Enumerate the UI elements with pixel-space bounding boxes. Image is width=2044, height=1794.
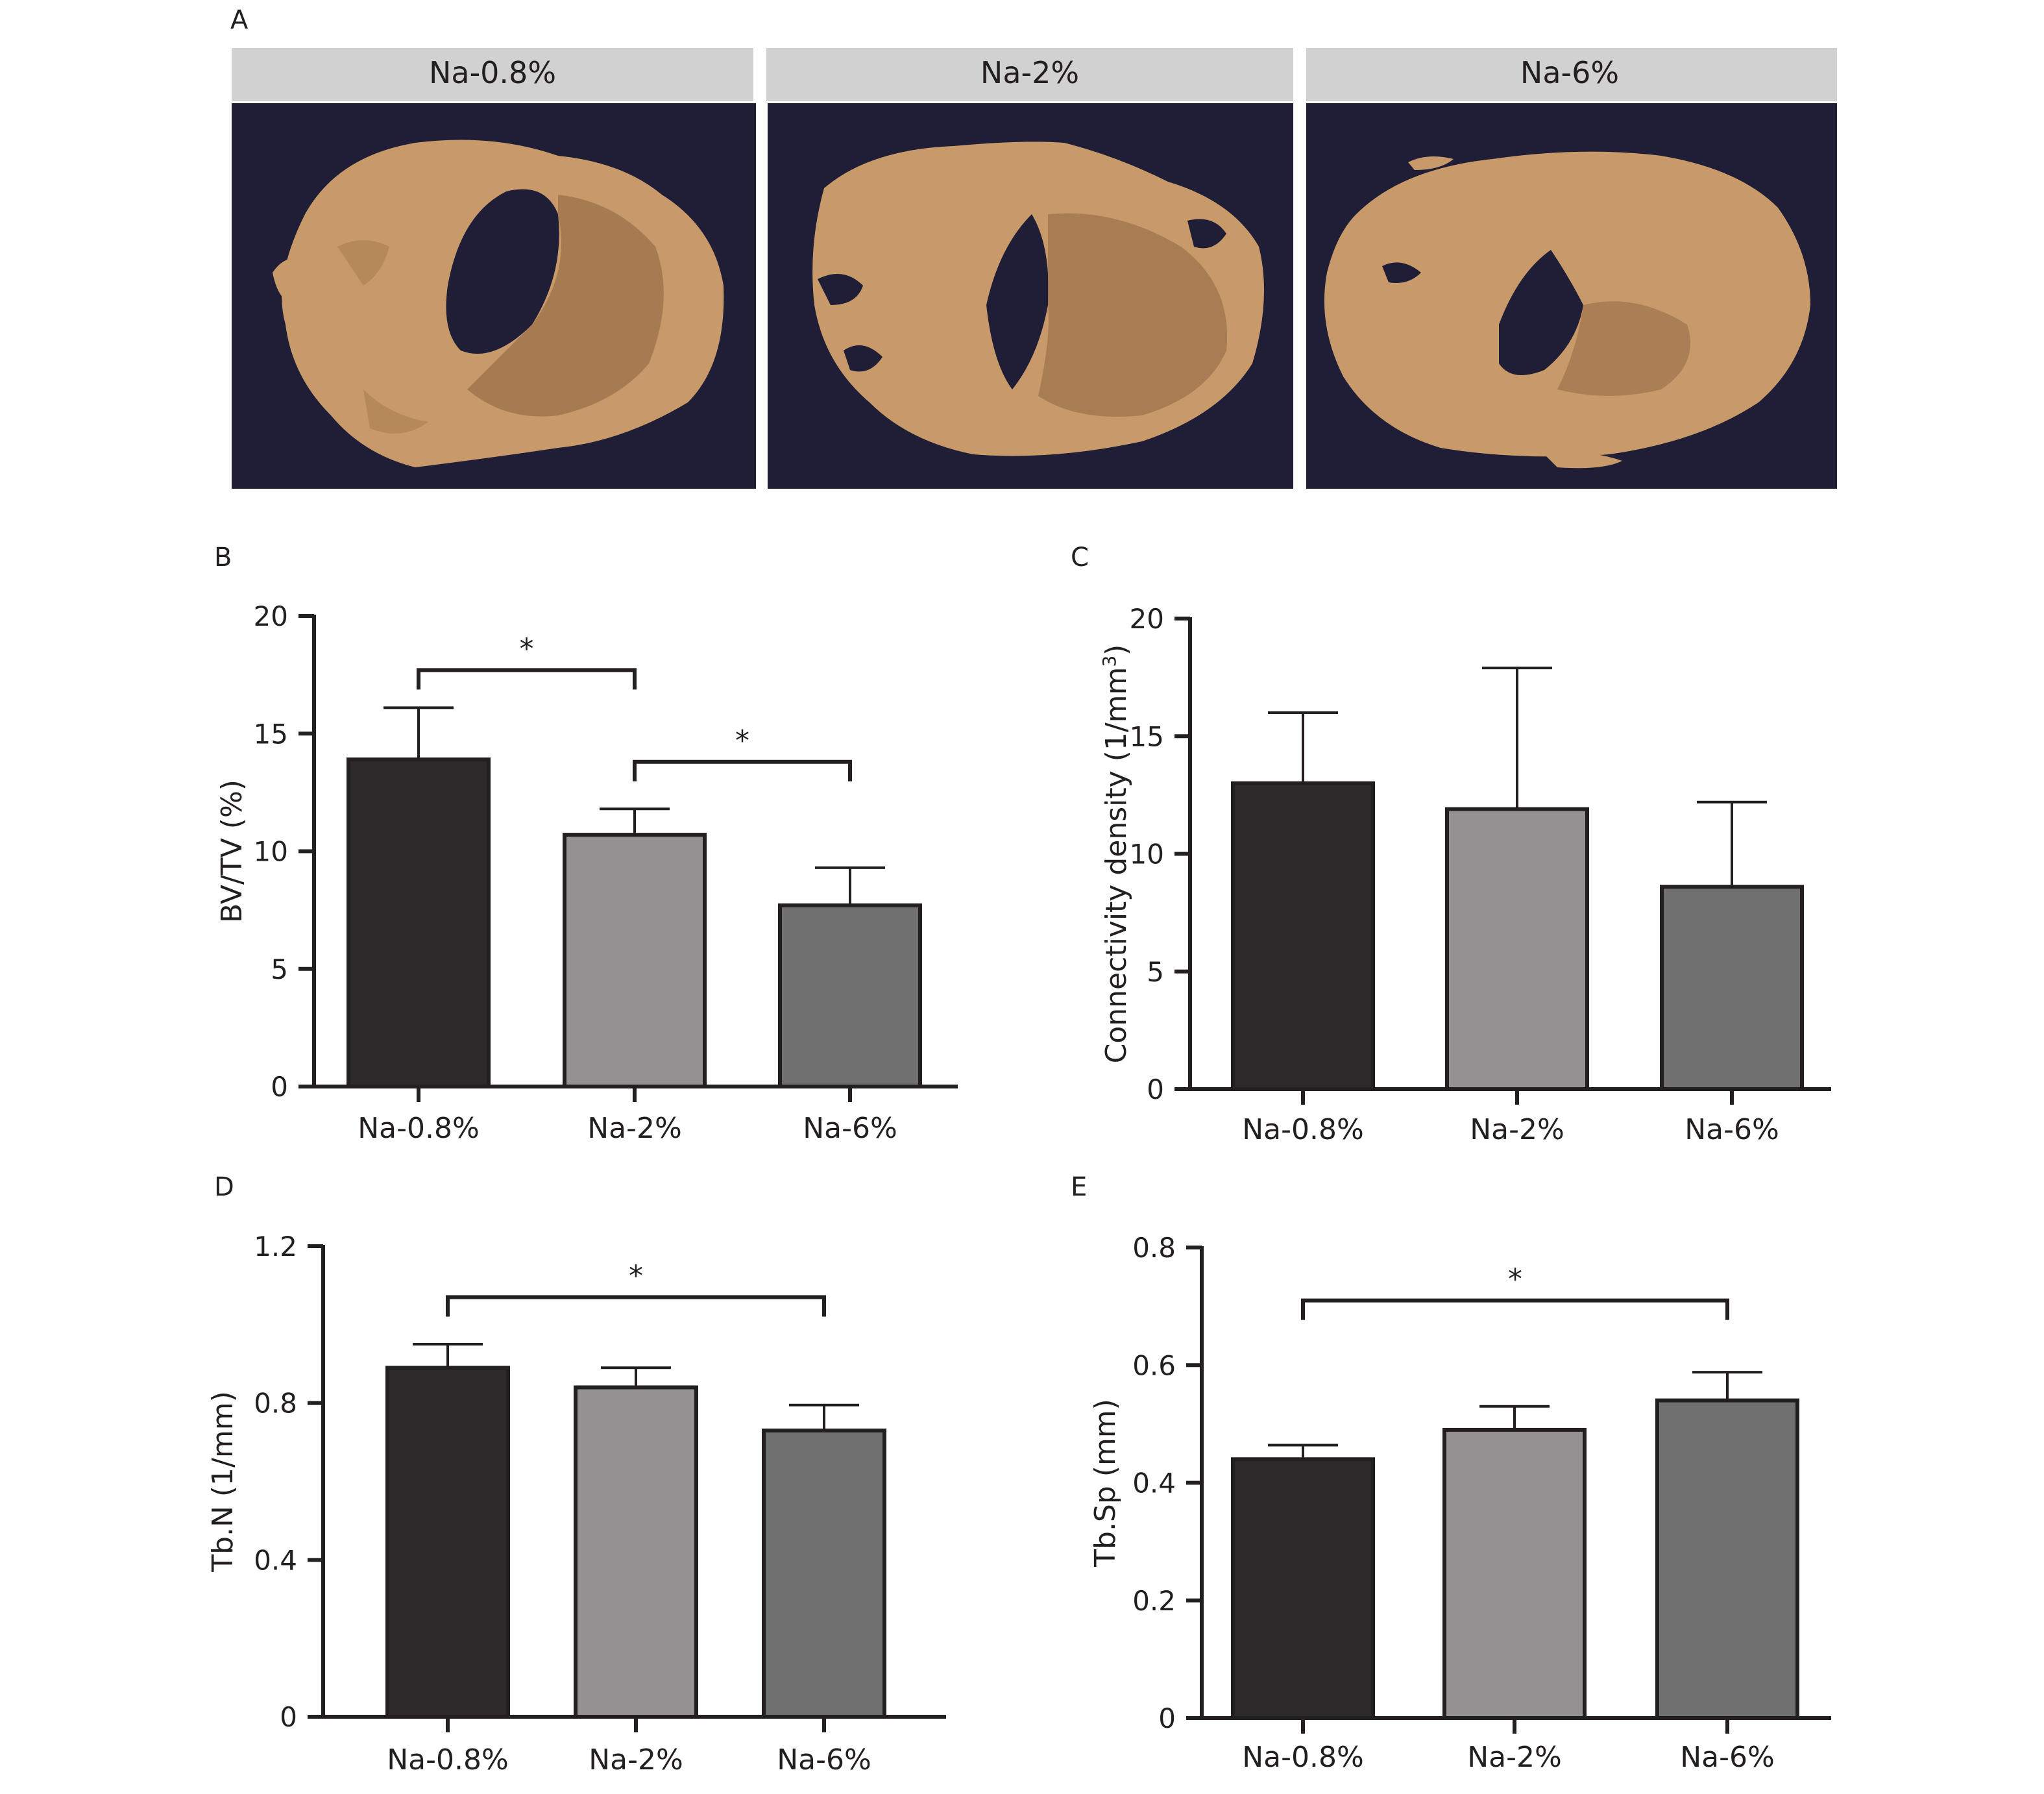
panel-a-header-bar: [232, 48, 1837, 101]
significance-star: *: [1508, 1263, 1522, 1296]
panel-letter-b: B: [214, 543, 232, 572]
bar-1: [385, 1366, 510, 1719]
significance-bracket: [446, 1295, 826, 1317]
y-axis-title: BV/TV (%): [215, 780, 249, 923]
x-tick-label: Na-6%: [1685, 1113, 1779, 1146]
image-label-na-0.8: Na-0.8%: [429, 55, 556, 90]
bar-1: [1231, 781, 1375, 1091]
y-tick-label: 0: [280, 1701, 297, 1733]
y-tick-label: 5: [271, 953, 288, 985]
bar-2: [574, 1385, 698, 1719]
bar-3: [762, 1428, 886, 1719]
panel-letter-c: C: [1071, 543, 1089, 572]
y-axis-title: Tb.N (1/mm): [206, 1391, 239, 1573]
y-tick-label: 1.2: [254, 1231, 297, 1262]
y-tick-label: 15: [1130, 720, 1164, 752]
panel-letter-d: D: [214, 1172, 234, 1202]
y-axis-title-end: ): [1100, 645, 1133, 656]
y-axis-title: Tb.Sp (mm): [1089, 1399, 1122, 1567]
significance-bracket: [417, 668, 637, 690]
chart-panel-e: E 0 0.2 0.4 0.6 0.8 Tb.Sp (mm) Na-0.8% Na-2% Na-6…: [1071, 1172, 1831, 1774]
chart-panel-d: D 0 0.4 0.8 1.2 Tb.N (1/mm) Na-0.8% Na-2% Na-6% *: [206, 1172, 946, 1776]
y-tick-label: 0.6: [1132, 1349, 1176, 1381]
x-tick-label: Na-6%: [777, 1743, 871, 1776]
x-tick-label: Na-2%: [587, 1112, 682, 1145]
chart-panel-c: C 0 5 10 15 20 Connectivity density (1/mm3) Na-…: [1071, 543, 1831, 1146]
bar-3: [1660, 885, 1804, 1091]
x-tick-label: Na-0.8%: [1242, 1113, 1364, 1146]
significance-star: *: [520, 632, 534, 665]
y-tick-label: 0.8: [254, 1388, 297, 1419]
y-tick-label: 5: [1147, 956, 1164, 988]
bar-2: [1445, 807, 1589, 1091]
bar-1: [1231, 1457, 1375, 1720]
microct-image-na-0.8: [232, 103, 756, 489]
significance-star: *: [629, 1260, 643, 1293]
image-label-na-2: Na-2%: [980, 55, 1079, 90]
microct-image-na-6: [1306, 103, 1837, 489]
panel-a: A Na-0.8% Na-2% Na-6%: [230, 5, 1837, 489]
x-tick-label: Na-0.8%: [1242, 1741, 1364, 1774]
y-tick-label: 15: [254, 718, 288, 750]
x-tick-label: Na-6%: [1680, 1741, 1775, 1774]
chart-panel-b: B 0 5 10 15 20 BV/TV (%) Na-0.8% Na-2% Na-6% * *: [214, 543, 958, 1145]
bar-3: [778, 903, 922, 1088]
bar-1: [347, 757, 491, 1088]
x-tick-label: Na-6%: [803, 1112, 897, 1145]
y-tick-label: 20: [254, 600, 288, 632]
y-tick-label: 0.8: [1132, 1232, 1176, 1264]
header-divider: [753, 48, 766, 101]
y-tick-label: 0.2: [1132, 1585, 1176, 1617]
x-tick-label: Na-2%: [589, 1743, 683, 1776]
bar-2: [563, 833, 707, 1088]
x-tick-label: Na-2%: [1467, 1741, 1562, 1774]
y-axis-title-superscript: 3: [1099, 656, 1120, 667]
x-tick-label: Na-2%: [1470, 1113, 1564, 1146]
y-tick-label: 10: [254, 836, 288, 868]
significance-bracket: [1301, 1298, 1729, 1320]
x-tick-label: Na-0.8%: [387, 1743, 509, 1776]
bar-2: [1442, 1427, 1587, 1720]
y-tick-label: 0.4: [1132, 1468, 1176, 1499]
microct-image-na-2: [768, 103, 1293, 489]
panel-letter-e: E: [1071, 1172, 1087, 1202]
panel-letter-a: A: [230, 5, 249, 35]
y-axis-title: Connectivity density (1/mm3): [1099, 645, 1134, 1064]
image-label-na-6: Na-6%: [1520, 55, 1619, 90]
header-divider: [1293, 48, 1306, 101]
bar-3: [1655, 1398, 1799, 1720]
x-tick-label: Na-0.8%: [358, 1112, 480, 1145]
y-tick-label: 0: [271, 1071, 288, 1103]
y-tick-label: 0: [1158, 1702, 1176, 1734]
significance-star: *: [735, 724, 749, 757]
y-tick-label: 0.4: [254, 1544, 297, 1576]
y-tick-label: 10: [1130, 839, 1164, 870]
y-tick-label: 0: [1147, 1074, 1164, 1105]
significance-bracket: [633, 759, 852, 781]
y-tick-label: 20: [1130, 603, 1164, 635]
